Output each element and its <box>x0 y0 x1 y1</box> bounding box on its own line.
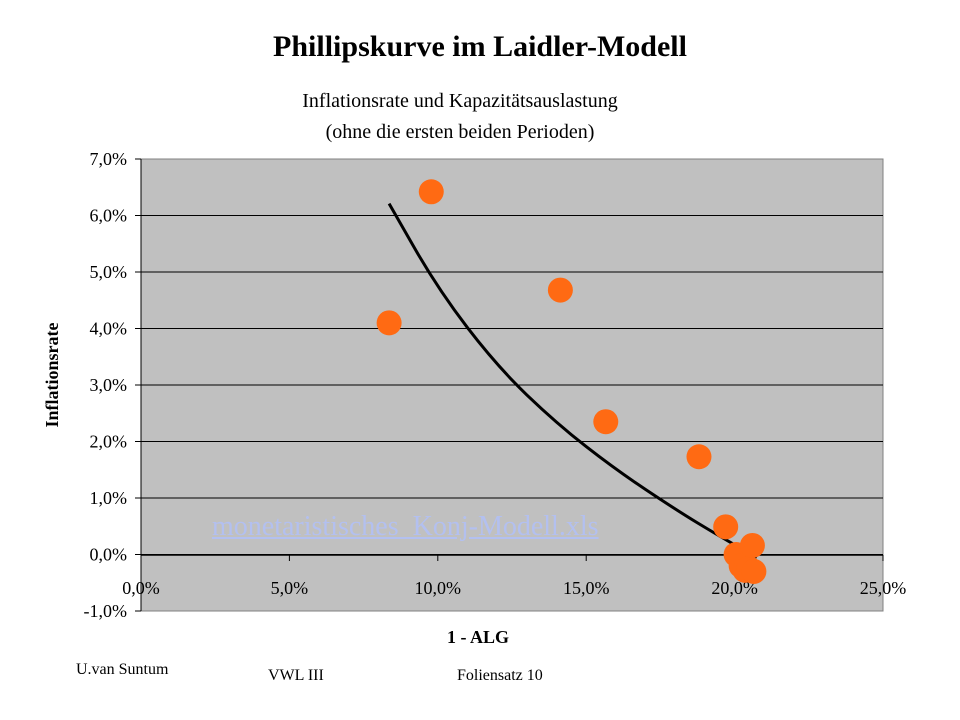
y-axis-label: Inflationsrate <box>42 322 62 427</box>
x-tick-label: 15,0% <box>563 578 610 598</box>
y-tick-label: 6,0% <box>90 206 128 226</box>
data-point <box>713 514 739 540</box>
x-tick-label: 0,0% <box>122 578 160 598</box>
chart-title: Phillipskurve im Laidler-Modell <box>273 30 687 63</box>
footer-course: VWL III <box>268 667 324 684</box>
data-point <box>418 179 444 205</box>
data-point <box>376 310 402 336</box>
data-point <box>547 277 573 303</box>
y-tick-label: 4,0% <box>90 319 128 339</box>
y-tick-label: -1,0% <box>84 601 128 621</box>
data-points <box>376 179 767 584</box>
y-axis-ticks: 7,0% 6,0% 5,0% 4,0% 3,0% 2,0% 1,0% 0,0% -1,0% <box>84 149 141 621</box>
trend-curve <box>387 202 758 559</box>
data-point <box>593 409 619 435</box>
excel-file-link[interactable]: monetaristisches_Konj-Modell.xls <box>212 511 599 542</box>
x-tick-label: 5,0% <box>271 578 309 598</box>
y-tick-label: 2,0% <box>90 432 128 452</box>
x-tick-label: 25,0% <box>860 578 907 598</box>
x-tick-label: 10,0% <box>415 578 462 598</box>
data-point <box>741 558 767 584</box>
y-tick-label: 3,0% <box>90 375 128 395</box>
chart-subtitle-line-2: (ohne die ersten beiden Perioden) <box>325 121 595 143</box>
x-axis-label: 1 - ALG <box>447 627 509 647</box>
y-tick-label: 7,0% <box>90 149 128 169</box>
chart-subtitle-line-1: Inflationsrate und Kapazitätsauslastung <box>302 90 618 112</box>
y-tick-label: 5,0% <box>90 262 128 282</box>
data-point <box>739 532 765 558</box>
y-tick-label: 1,0% <box>90 488 128 508</box>
footer-slide: Foliensatz 10 <box>457 667 543 684</box>
y-tick-label: 0,0% <box>90 545 128 565</box>
footer-author: U.van Suntum <box>76 661 169 678</box>
data-point <box>686 444 712 470</box>
x-tick-label: 20,0% <box>711 578 758 598</box>
